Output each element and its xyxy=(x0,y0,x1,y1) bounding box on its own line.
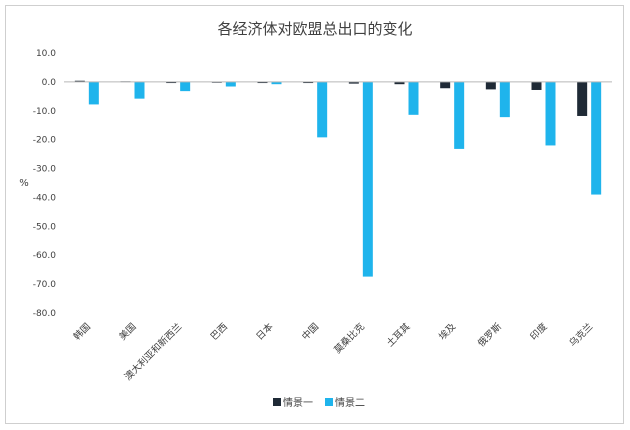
chart-title: 各经济体对欧盟总出口的变化 xyxy=(217,20,412,38)
bar-scenario2 xyxy=(499,81,510,118)
y-tick-label: -70.0 xyxy=(33,280,57,290)
x-category-label: 俄罗斯 xyxy=(475,320,504,349)
legend-label: 情景一 xyxy=(283,396,313,409)
bar-scenario1 xyxy=(485,81,496,90)
x-category-label: 日本 xyxy=(254,320,276,342)
bar-scenario1 xyxy=(348,81,359,84)
bar-scenario2 xyxy=(317,81,328,138)
y-tick-label: -10.0 xyxy=(33,107,57,117)
y-tick-label: 10.0 xyxy=(36,49,56,59)
bar-scenario1 xyxy=(440,81,451,89)
chart-frame xyxy=(5,5,624,424)
bar-scenario1 xyxy=(531,81,542,90)
x-category-label: 埃及 xyxy=(436,320,458,342)
y-tick-label: -50.0 xyxy=(33,222,57,232)
x-category-label: 巴西 xyxy=(209,321,230,342)
bar-scenario1 xyxy=(74,80,85,82)
bar-scenario2 xyxy=(545,81,556,146)
legend-swatch xyxy=(273,398,281,406)
bar-scenario1 xyxy=(257,81,268,84)
x-category-label: 韩国 xyxy=(71,321,93,343)
bar-scenario2 xyxy=(88,81,99,105)
bar-scenario2 xyxy=(591,81,602,195)
bar-scenario1 xyxy=(303,81,314,84)
bar-scenario2 xyxy=(362,81,373,277)
x-category-label: 美国 xyxy=(117,321,139,343)
bar-scenario2 xyxy=(225,81,236,87)
legend-label: 情景二 xyxy=(335,396,365,409)
y-tick-label: 0.0 xyxy=(42,78,57,88)
bar-scenario1 xyxy=(166,81,177,84)
y-tick-label: -40.0 xyxy=(33,193,57,203)
x-category-label: 中国 xyxy=(299,321,321,343)
legend-swatch xyxy=(325,398,333,406)
bar-scenario1 xyxy=(394,81,405,85)
bar-scenario2 xyxy=(180,81,191,92)
bar-scenario1 xyxy=(577,81,588,116)
x-category-label: 土耳其 xyxy=(384,320,413,349)
x-category-label: 印度 xyxy=(528,320,550,342)
y-tick-label: -30.0 xyxy=(33,165,57,175)
bar-scenario2 xyxy=(134,81,145,99)
bar-scenario2 xyxy=(271,81,282,85)
bar-scenario2 xyxy=(408,81,419,115)
y-tick-label: -80.0 xyxy=(33,309,57,319)
y-tick-label: -20.0 xyxy=(33,136,57,146)
x-category-label: 乌克兰 xyxy=(567,321,596,350)
y-axis-label: % xyxy=(19,178,29,189)
bar-scenario2 xyxy=(454,81,465,149)
y-tick-label: -60.0 xyxy=(33,251,57,261)
x-category-label: 莫桑比克 xyxy=(332,320,368,356)
